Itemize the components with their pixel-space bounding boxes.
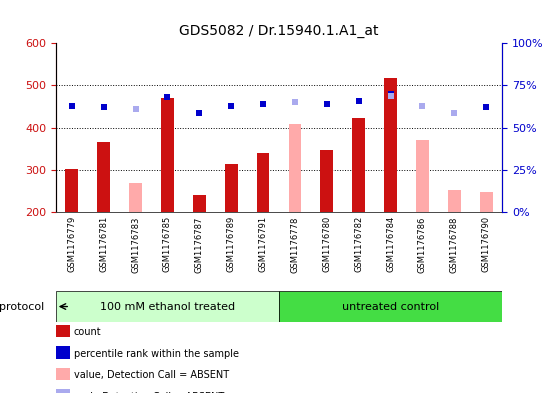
Text: GSM1176785: GSM1176785 xyxy=(163,216,172,272)
Bar xyxy=(56,291,279,322)
Bar xyxy=(257,153,270,212)
Text: GSM1176779: GSM1176779 xyxy=(68,216,76,272)
Bar xyxy=(129,184,142,212)
Bar xyxy=(279,291,502,322)
Bar xyxy=(65,169,78,212)
Text: GSM1176781: GSM1176781 xyxy=(99,216,108,272)
Text: GSM1176789: GSM1176789 xyxy=(227,216,235,272)
Text: GSM1176780: GSM1176780 xyxy=(323,216,331,272)
Bar xyxy=(97,141,110,212)
Bar xyxy=(193,195,206,212)
Text: untreated control: untreated control xyxy=(342,301,439,312)
Text: GSM1176790: GSM1176790 xyxy=(482,216,490,272)
Text: GSM1176778: GSM1176778 xyxy=(291,216,300,272)
Text: rank, Detection Call = ABSENT: rank, Detection Call = ABSENT xyxy=(74,392,224,393)
Bar xyxy=(225,165,238,212)
Text: GSM1176787: GSM1176787 xyxy=(195,216,204,272)
Text: percentile rank within the sample: percentile rank within the sample xyxy=(74,349,239,359)
Bar xyxy=(352,118,365,212)
Bar xyxy=(384,78,397,212)
Text: GSM1176783: GSM1176783 xyxy=(131,216,140,272)
Text: GSM1176784: GSM1176784 xyxy=(386,216,395,272)
Text: count: count xyxy=(74,327,102,337)
Bar xyxy=(480,192,493,212)
Text: GSM1176788: GSM1176788 xyxy=(450,216,459,272)
Text: GDS5082 / Dr.15940.1.A1_at: GDS5082 / Dr.15940.1.A1_at xyxy=(179,24,379,38)
Bar xyxy=(161,98,174,212)
Text: GSM1176782: GSM1176782 xyxy=(354,216,363,272)
Text: value, Detection Call = ABSENT: value, Detection Call = ABSENT xyxy=(74,370,229,380)
Bar xyxy=(288,124,301,212)
Text: 100 mM ethanol treated: 100 mM ethanol treated xyxy=(100,301,235,312)
Text: protocol: protocol xyxy=(0,301,45,312)
Bar xyxy=(320,150,333,212)
Text: GSM1176786: GSM1176786 xyxy=(418,216,427,272)
Text: GSM1176791: GSM1176791 xyxy=(258,216,267,272)
Bar xyxy=(448,190,461,212)
Bar xyxy=(416,140,429,212)
